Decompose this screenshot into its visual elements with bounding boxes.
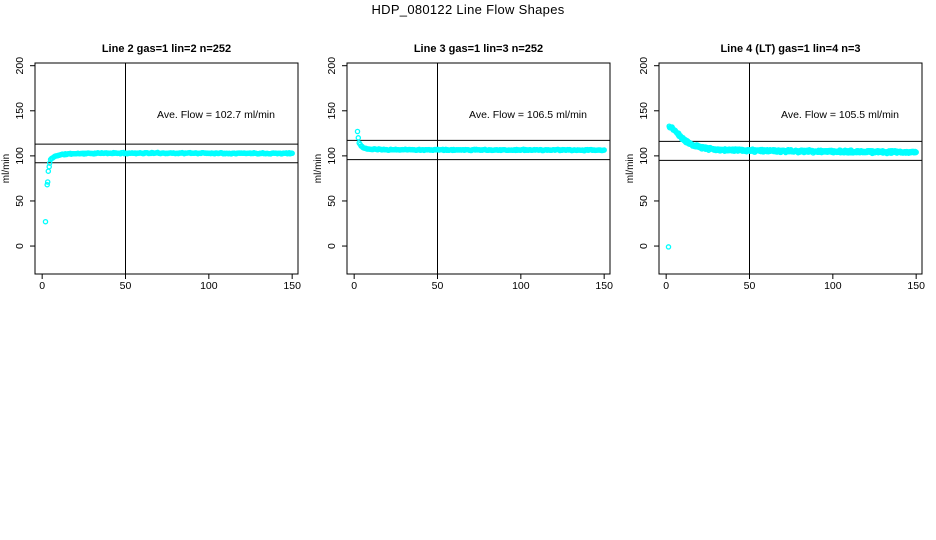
- svg-text:50: 50: [120, 280, 132, 292]
- svg-text:100: 100: [14, 147, 26, 165]
- svg-text:100: 100: [200, 280, 218, 292]
- svg-text:100: 100: [824, 280, 842, 292]
- svg-text:100: 100: [512, 280, 530, 292]
- line2-ave-flow-annotation: Ave. Flow = 102.7 ml/min: [157, 109, 275, 121]
- line2-plot-canvas: 0 50 100 150 0 50 100 150 200 ml/min Line 2 gas=1…: [1, 43, 301, 292]
- svg-text:50: 50: [326, 195, 338, 207]
- svg-text:0: 0: [14, 243, 26, 249]
- line3-axes-layer: 0 50 100 150 0 50 100 150 200 ml/min: [313, 57, 613, 292]
- line2-panel-title: Line 2 gas=1 lin=2 n=252: [102, 43, 231, 55]
- svg-text:ml/min: ml/min: [1, 154, 12, 183]
- line2-axes-layer: 0 50 100 150 0 50 100 150 200 ml/min: [1, 57, 301, 292]
- svg-text:200: 200: [14, 57, 26, 75]
- svg-text:150: 150: [283, 280, 301, 292]
- svg-text:150: 150: [326, 102, 338, 120]
- line4-ave-flow-annotation: Ave. Flow = 105.5 ml/min: [781, 109, 899, 121]
- svg-text:0: 0: [638, 243, 650, 249]
- svg-text:ml/min: ml/min: [625, 154, 636, 183]
- plot-panel-line4: 0 50 100 150 0 50 100 150 200 ml/min Line 4 (LT) …: [624, 18, 936, 298]
- plot-panel-line3: 0 50 100 150 0 50 100 150 200 ml/min Line 3 gas=1…: [312, 18, 624, 298]
- svg-text:0: 0: [326, 243, 338, 249]
- svg-text:0: 0: [351, 280, 357, 292]
- line4-plot-canvas: 0 50 100 150 0 50 100 150 200 ml/min Line 4 (LT) …: [625, 43, 925, 292]
- svg-text:150: 150: [595, 280, 613, 292]
- svg-text:150: 150: [907, 280, 925, 292]
- plot-panel-line2: 0 50 100 150 0 50 100 150 200 ml/min Line 2 gas=1…: [0, 18, 312, 298]
- chart-main-title: HDP_080122 Line Flow Shapes: [371, 2, 565, 17]
- svg-text:50: 50: [638, 195, 650, 207]
- svg-text:50: 50: [744, 280, 756, 292]
- svg-text:50: 50: [432, 280, 444, 292]
- line4-axes-layer: 0 50 100 150 0 50 100 150 200 ml/min: [625, 57, 925, 292]
- svg-text:200: 200: [638, 57, 650, 75]
- line3-panel-title: Line 3 gas=1 lin=3 n=252: [414, 43, 543, 55]
- svg-text:200: 200: [326, 57, 338, 75]
- svg-text:100: 100: [638, 147, 650, 165]
- line3-ave-flow-annotation: Ave. Flow = 106.5 ml/min: [469, 109, 587, 121]
- svg-text:0: 0: [663, 280, 669, 292]
- svg-text:0: 0: [39, 280, 45, 292]
- svg-text:150: 150: [638, 102, 650, 120]
- svg-text:150: 150: [14, 102, 26, 120]
- line4-panel-title: Line 4 (LT) gas=1 lin=4 n=3: [720, 43, 860, 55]
- svg-text:50: 50: [14, 195, 26, 207]
- svg-text:100: 100: [326, 147, 338, 165]
- line3-plot-canvas: 0 50 100 150 0 50 100 150 200 ml/min Line 3 gas=1…: [313, 43, 613, 292]
- svg-text:ml/min: ml/min: [313, 154, 324, 183]
